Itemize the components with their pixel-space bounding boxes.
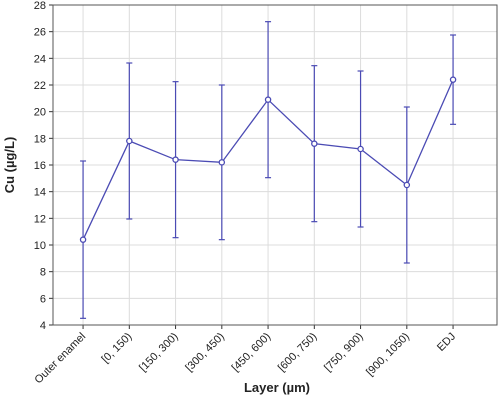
point (172, 156, 179, 163)
x-axis-title: Layer (µm) (244, 380, 310, 395)
y-tick-label: 4 (40, 320, 46, 332)
point (218, 159, 226, 166)
y-tick-label: 18 (34, 133, 46, 145)
x-tick-label: [900, 1050) (364, 331, 412, 379)
point (126, 137, 133, 145)
y-tick-label: 6 (40, 293, 46, 305)
y-tick-label: 8 (40, 267, 46, 279)
point (449, 76, 457, 83)
y-tick-label: 16 (34, 160, 46, 172)
x-tick-label: EDJ (435, 331, 458, 354)
y-tick-label: 20 (34, 107, 46, 119)
y-tick-label: 26 (34, 27, 46, 39)
y-tick-label: 24 (34, 53, 46, 65)
y-tick-label: 22 (34, 80, 46, 92)
x-tick-label: [300, 450) (183, 331, 227, 375)
point (311, 140, 318, 147)
y-axis-title: Cu (µg/L) (2, 137, 17, 194)
point (264, 96, 272, 103)
plot-frame (52, 4, 498, 326)
x-tick-label: Outer enamel (33, 331, 89, 387)
x-tick-label: [750, 900) (322, 331, 366, 375)
y-tick-label: 10 (34, 240, 46, 252)
x-tick-label: [600, 750) (276, 331, 320, 375)
point (403, 181, 411, 189)
point (79, 236, 87, 243)
y-tick-label: 14 (34, 187, 46, 199)
x-tick-label: [0, 150) (100, 331, 135, 366)
y-tick-label: 12 (34, 213, 46, 225)
y-tick-label: 28 (34, 0, 46, 12)
x-tick-label: [450, 600) (230, 331, 274, 375)
x-tick-label: [150, 300) (137, 331, 181, 375)
point (357, 145, 364, 153)
